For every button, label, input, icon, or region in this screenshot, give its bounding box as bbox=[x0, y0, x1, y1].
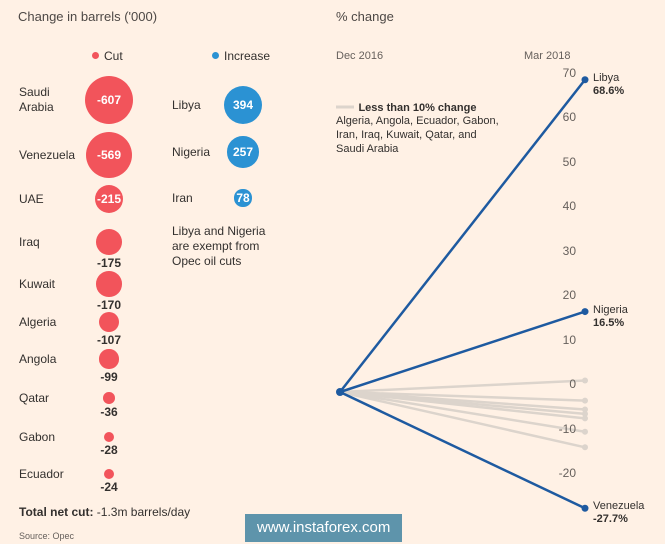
y-tick-label: 60 bbox=[562, 110, 576, 124]
y-tick-label: 20 bbox=[562, 288, 576, 302]
country-label-ecuador: Ecuador bbox=[19, 467, 64, 481]
muted-line-icon bbox=[336, 105, 354, 109]
bubble-cut-kuwait bbox=[96, 271, 122, 297]
muted-series-point bbox=[582, 377, 588, 384]
legend-increase: Increase bbox=[212, 49, 270, 63]
y-tick-label: 40 bbox=[562, 199, 576, 213]
country-label-kuwait: Kuwait bbox=[19, 277, 56, 291]
country-label-uae: UAE bbox=[19, 192, 44, 206]
muted-series-point bbox=[582, 410, 588, 417]
muted-series-line bbox=[339, 390, 586, 420]
series-line-libya bbox=[339, 78, 586, 393]
total-value: -1.3m barrels/day bbox=[96, 505, 191, 519]
left-chart-title: Change in barrels ('000) bbox=[18, 9, 158, 24]
muted-legend-title: Less than 10% change bbox=[358, 102, 477, 114]
bubble-value-saudi-arabia: -607 bbox=[96, 93, 122, 107]
country-label-angola: Angola bbox=[19, 352, 57, 366]
country-label-nigeria: Nigeria bbox=[172, 145, 211, 159]
bubble-value-angola: -99 bbox=[100, 369, 118, 384]
series-line-nigeria bbox=[339, 310, 586, 394]
bubble-value-kuwait: -170 bbox=[96, 297, 122, 312]
bubble-cut-venezuela bbox=[85, 131, 133, 179]
muted-series-line bbox=[339, 390, 586, 449]
country-label-gabon: Gabon bbox=[19, 430, 56, 444]
country-label-iran: Iran bbox=[172, 191, 193, 205]
bubble-cut-algeria bbox=[98, 311, 120, 333]
bubble-cut-ecuador bbox=[104, 469, 114, 479]
series-label-nigeria: Nigeria 16.5% bbox=[593, 303, 628, 329]
muted-series-line bbox=[339, 390, 586, 433]
y-tick-label: 0 bbox=[569, 377, 576, 391]
end-date-label: Mar 2018 bbox=[524, 50, 571, 62]
series-label-venezuela: Venezuela -27.7% bbox=[593, 500, 645, 526]
y-tick-label: 70 bbox=[562, 65, 576, 80]
country-label-qatar: Qatar bbox=[19, 391, 50, 405]
bubble-value-iran: 78 bbox=[236, 191, 250, 205]
muted-series-line bbox=[339, 390, 586, 402]
bubble-value-ecuador: -24 bbox=[100, 480, 118, 494]
legend-cut-label: Cut bbox=[104, 49, 123, 63]
origin-point bbox=[336, 388, 344, 396]
y-tick-label: -20 bbox=[558, 466, 576, 480]
bubble-value-qatar: -36 bbox=[100, 404, 118, 419]
muted-series-point bbox=[582, 415, 588, 422]
muted-series-point bbox=[582, 428, 588, 435]
total-net-cut: Total net cut: -1.3m barrels/day bbox=[19, 505, 190, 519]
bubble-increase-iran bbox=[234, 189, 252, 207]
muted-legend: Less than 10% change bbox=[336, 98, 476, 116]
bubble-value-algeria: -107 bbox=[96, 333, 122, 348]
bubble-value-nigeria: 257 bbox=[232, 145, 254, 159]
country-label-algeria: Algeria bbox=[19, 315, 57, 329]
series-point-venezuela bbox=[581, 504, 589, 512]
bubble-cut-uae bbox=[94, 184, 124, 214]
muted-series-point bbox=[582, 444, 588, 451]
y-tick-label: -10 bbox=[558, 421, 576, 436]
muted-series-point bbox=[582, 397, 588, 404]
country-label-iraq: Iraq bbox=[19, 235, 40, 249]
y-tick-label: 30 bbox=[562, 243, 576, 258]
bubble-cut-qatar bbox=[103, 392, 115, 404]
exempt-note: Libya and Nigeria are exempt from Opec o… bbox=[172, 224, 266, 268]
increase-dot-icon bbox=[212, 52, 219, 59]
start-date-label: Dec 2016 bbox=[336, 50, 384, 62]
bubble-value-libya: 394 bbox=[232, 98, 254, 112]
muted-series-line bbox=[339, 379, 586, 394]
bubble-cut-gabon bbox=[103, 431, 115, 443]
y-tick-label: 50 bbox=[562, 154, 576, 169]
source-note: Source: Opec bbox=[19, 531, 75, 541]
country-label-venezuela: Venezuela bbox=[19, 148, 76, 162]
muted-legend-body: Algeria, Angola, Ecuador, Gabon, Iran, I… bbox=[336, 115, 499, 155]
bubble-value-venezuela: -569 bbox=[96, 148, 122, 162]
country-label-saudi-arabia: Saudi Arabia bbox=[19, 85, 54, 114]
legend-increase-label: Increase bbox=[224, 49, 271, 63]
bubble-value-gabon: -28 bbox=[100, 443, 118, 458]
series-label-libya: Libya 68.6% bbox=[593, 71, 625, 97]
legend-cut: Cut bbox=[92, 49, 123, 63]
y-tick-label: 10 bbox=[562, 332, 576, 347]
watermark-banner: www.instaforex.com bbox=[245, 514, 403, 542]
bubble-increase-libya bbox=[223, 85, 263, 125]
cut-dot-icon bbox=[92, 52, 99, 59]
series-point-nigeria bbox=[581, 308, 589, 316]
total-label: Total net cut: bbox=[19, 505, 94, 519]
bubble-cut-iraq bbox=[96, 229, 122, 255]
bubble-value-uae: -215 bbox=[96, 192, 122, 206]
right-chart-title: % change bbox=[336, 9, 394, 24]
muted-series-point bbox=[582, 406, 588, 413]
bubble-value-iraq: -175 bbox=[96, 255, 122, 270]
bubble-cut-angola bbox=[99, 349, 119, 369]
bubble-increase-nigeria bbox=[227, 136, 259, 168]
country-label-libya: Libya bbox=[172, 98, 201, 112]
bubble-cut-saudi-arabia bbox=[85, 76, 133, 124]
series-line-venezuela bbox=[339, 390, 586, 510]
series-point-libya bbox=[581, 76, 589, 84]
